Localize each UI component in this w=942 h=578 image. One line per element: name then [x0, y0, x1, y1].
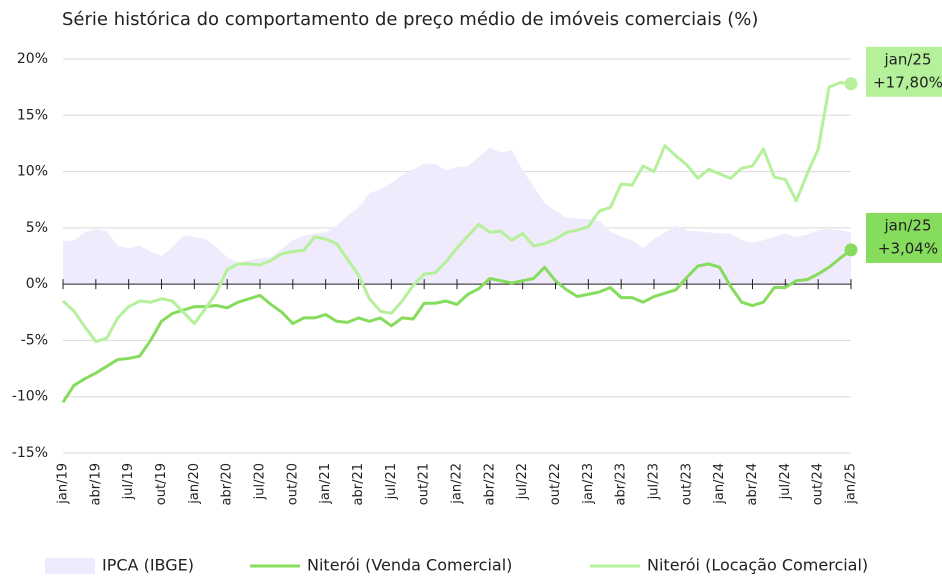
y-tick-label: -15% [12, 445, 48, 461]
x-tick-label: jan/23 [581, 463, 596, 505]
end-label: +17,80% [873, 73, 942, 91]
end-point [844, 77, 858, 91]
x-tick-label: abr/21 [351, 463, 366, 506]
x-tick-label: out/23 [679, 463, 694, 505]
y-tick-label: 15% [17, 107, 48, 123]
y-tick-label: 0% [26, 276, 48, 292]
y-tick-label: 5% [26, 220, 48, 236]
x-tick-label: jul/21 [384, 463, 399, 500]
x-tick-label: out/22 [548, 463, 563, 505]
line [61, 248, 852, 404]
x-tick-label: jan/19 [56, 463, 71, 505]
x-tick-label: jan/21 [318, 463, 333, 505]
x-tick-label: abr/19 [88, 463, 103, 506]
end-label: +3,04% [878, 239, 938, 257]
x-tick-label: out/19 [154, 463, 169, 505]
x-tick-label: jan/25 [844, 463, 859, 505]
x-tick-label: jan/20 [187, 463, 202, 505]
x-tick-label: abr/20 [220, 463, 235, 506]
y-tick-label: -5% [21, 332, 48, 348]
x-tick-label: jul/19 [121, 463, 136, 500]
x-tick-label: out/24 [811, 463, 826, 505]
line [61, 81, 852, 344]
legend-label: Niterói (Locação Comercial) [647, 556, 868, 575]
x-tick-label: out/21 [417, 463, 432, 505]
x-tick-label: abr/24 [745, 463, 760, 506]
legend-label: Niterói (Venda Comercial) [307, 556, 512, 575]
x-tick-label: abr/23 [614, 463, 629, 506]
end-label-box [866, 46, 942, 97]
legend-swatch [45, 558, 95, 574]
y-tick-label: 20% [17, 51, 48, 67]
end-label: jan/25 [883, 50, 931, 68]
x-tick-label: jan/24 [712, 463, 727, 505]
x-tick-label: abr/22 [482, 463, 497, 506]
x-tick-label: jul/22 [515, 463, 530, 500]
y-tick-label: -10% [12, 389, 48, 405]
x-tick-label: jan/22 [450, 463, 465, 505]
x-tick-label: jul/24 [778, 463, 793, 500]
area [63, 147, 851, 285]
x-tick-label: jul/23 [647, 463, 662, 500]
end-label-box [866, 212, 942, 263]
end-label: jan/25 [883, 216, 931, 234]
x-tick-label: out/20 [285, 463, 300, 505]
x-tick-label: jul/20 [253, 463, 268, 500]
y-tick-label: 10% [17, 164, 48, 180]
end-point [844, 243, 858, 257]
legend-label: IPCA (IBGE) [102, 556, 194, 575]
chart-title: Série histórica do comportamento de preç… [62, 9, 758, 30]
